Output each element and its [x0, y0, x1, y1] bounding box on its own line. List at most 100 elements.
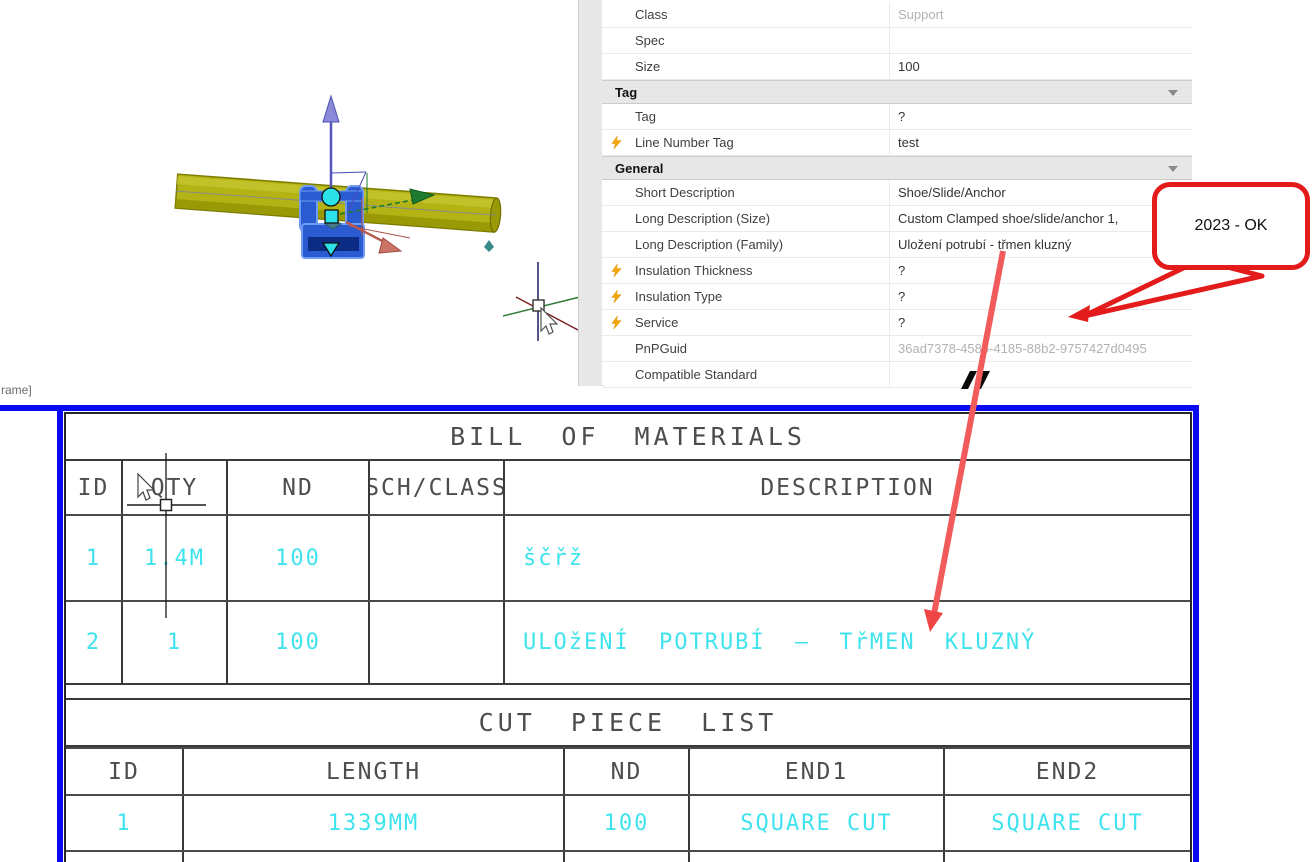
column-header: LENGTH — [184, 749, 565, 794]
property-row: Insulation Type? — [602, 284, 1192, 310]
property-label: Service — [635, 310, 890, 335]
drawing-sheet-frame: BILL OF MATERIALS ID QTY ND SCH/CLASS DESCRI… — [57, 405, 1199, 862]
lightning-icon — [611, 289, 622, 304]
property-label: Tag — [635, 104, 890, 129]
cut-piece-empty-row — [66, 850, 1190, 862]
property-value[interactable]: Shoe/Slide/Anchor — [898, 185, 1006, 200]
property-value[interactable]: 100 — [898, 59, 920, 74]
crosshair-cursor — [502, 262, 593, 341]
chevron-down-icon[interactable] — [1168, 166, 1178, 172]
property-label: Line Number Tag — [635, 130, 890, 155]
callout-text: 2023 - OK — [1194, 217, 1268, 234]
table-separator — [66, 683, 1190, 700]
table-cell: ščřž — [523, 545, 584, 571]
property-row: Compatible Standard — [602, 362, 1192, 388]
gizmo-green-arrow[interactable] — [339, 188, 436, 215]
column-header: ID — [66, 749, 184, 794]
row-icon-slot — [602, 289, 635, 304]
column-header: QTY — [123, 461, 228, 514]
property-value[interactable]: test — [898, 135, 919, 150]
table-cell — [945, 852, 1190, 862]
property-row: Long Description (Family) Uložení potrubí… — [602, 232, 1192, 258]
column-header: END2 — [1035, 758, 1100, 785]
grip-triangle[interactable] — [321, 242, 341, 258]
bom-body: 1 1.4M 100 ščřž 2 1 100 ULOžENÍ POTRUBÍ – TřMEN… — [66, 514, 1190, 683]
table-cell: ULOžENÍ POTRUBÍ – TřMEN KLUZNÝ — [523, 630, 1037, 655]
grip-circle[interactable] — [321, 187, 341, 207]
properties-panel: Class Support Spec Size 100 Tag Tag? Line Numbe… — [602, 0, 1192, 388]
property-label: Spec — [635, 28, 890, 53]
table-cell — [184, 852, 565, 862]
table-cell — [370, 602, 505, 683]
table-cell — [370, 516, 505, 600]
property-label: Class — [635, 2, 890, 27]
table-cell: 100 — [228, 516, 370, 600]
property-label: Insulation Type — [635, 284, 890, 309]
cut-piece-title: CUT PIECE LIST — [66, 700, 1190, 747]
support-clamp[interactable] — [299, 185, 365, 259]
table-cell: SQUARE CUT — [991, 810, 1144, 836]
property-value[interactable]: ? — [898, 263, 906, 278]
column-header: SCH/CLASS — [370, 461, 505, 514]
table-cell: 1 — [123, 602, 228, 683]
property-label: Size — [635, 54, 890, 79]
table-cell: 1 — [66, 796, 184, 850]
section-label: Tag — [615, 84, 638, 100]
section-header-general[interactable]: General — [602, 156, 1192, 180]
gizmo-red-arrow[interactable] — [345, 198, 411, 254]
chevron-down-icon[interactable] — [1168, 90, 1178, 96]
property-row: Tag? — [602, 104, 1192, 130]
property-label: Short Description — [635, 180, 890, 205]
property-value[interactable]: Custom Clamped shoe/slide/anchor 1, — [898, 211, 1119, 226]
property-row: Long Description (Size) Custom Clamped sh… — [602, 206, 1192, 232]
column-header: DESCRIPTION — [760, 474, 935, 501]
table-cell: 1.4M — [123, 516, 228, 600]
property-label: Long Description (Size) — [635, 206, 890, 231]
viewport-3d — [174, 94, 593, 341]
column-header: END1 — [690, 749, 945, 794]
grip-square[interactable] — [324, 209, 339, 224]
property-value[interactable]: ? — [898, 109, 906, 124]
column-header: ND — [228, 461, 370, 514]
row-icon-slot — [602, 263, 635, 278]
property-label: Insulation Thickness — [635, 258, 890, 283]
table-cell: 2 — [66, 602, 123, 683]
property-row: Size 100 — [602, 54, 1192, 80]
table-cell: SQUARE CUT — [690, 796, 945, 850]
table-cell — [690, 852, 945, 862]
property-row: Service? — [602, 310, 1192, 336]
cut-piece-row: 1 1339MM 100 SQUARE CUT SQUARE CUT — [66, 794, 1190, 850]
property-label: Compatible Standard — [635, 362, 890, 387]
property-row: Short Description Shoe/Slide/Anchor — [602, 180, 1192, 206]
table-cell: 1339MM — [184, 796, 565, 850]
table-cell: 100 — [228, 602, 370, 683]
table-cell: 100 — [565, 796, 690, 850]
cut-piece-body: 1 1339MM 100 SQUARE CUT SQUARE CUT — [66, 794, 1190, 862]
property-row: Spec — [602, 28, 1192, 54]
property-row: PnPGuid 36ad7378-4585-4185-88b2-9757427d0… — [602, 336, 1192, 362]
column-header: ND — [565, 749, 690, 794]
section-label: General — [615, 160, 664, 176]
row-icon-slot — [602, 135, 635, 150]
column-header: ID — [66, 461, 123, 514]
lightning-icon — [611, 135, 622, 150]
panel-scroll-gutter[interactable] — [578, 0, 604, 386]
property-value[interactable]: Uložení potrubí - třmen kluzný — [898, 237, 1072, 252]
property-row: Insulation Thickness? — [602, 258, 1192, 284]
cut-piece-header-row: ID LENGTH ND END1 END2 — [66, 747, 1190, 794]
pipe-end-marker — [484, 240, 494, 252]
property-row: Line Number Tag test — [602, 130, 1192, 156]
callout-bubble: 2023 - OK — [1152, 182, 1310, 270]
property-value[interactable]: ? — [898, 289, 906, 304]
table-cell: 1 — [66, 516, 123, 600]
property-value[interactable]: ? — [898, 315, 906, 330]
sheet-border-line — [0, 405, 63, 411]
gizmo-up-arrow[interactable] — [322, 94, 368, 215]
section-header-tag[interactable]: Tag — [602, 80, 1192, 104]
tables-container: BILL OF MATERIALS ID QTY ND SCH/CLASS DESCRI… — [64, 412, 1192, 862]
table-cell — [565, 852, 690, 862]
property-value[interactable]: Support — [898, 7, 944, 22]
bom-row: 2 1 100 ULOžENÍ POTRUBÍ – TřMEN KLUZNÝ — [66, 600, 1190, 683]
property-row: Class Support — [602, 2, 1192, 28]
property-value[interactable]: 36ad7378-4585-4185-88b2-9757427d0495 — [898, 341, 1147, 356]
